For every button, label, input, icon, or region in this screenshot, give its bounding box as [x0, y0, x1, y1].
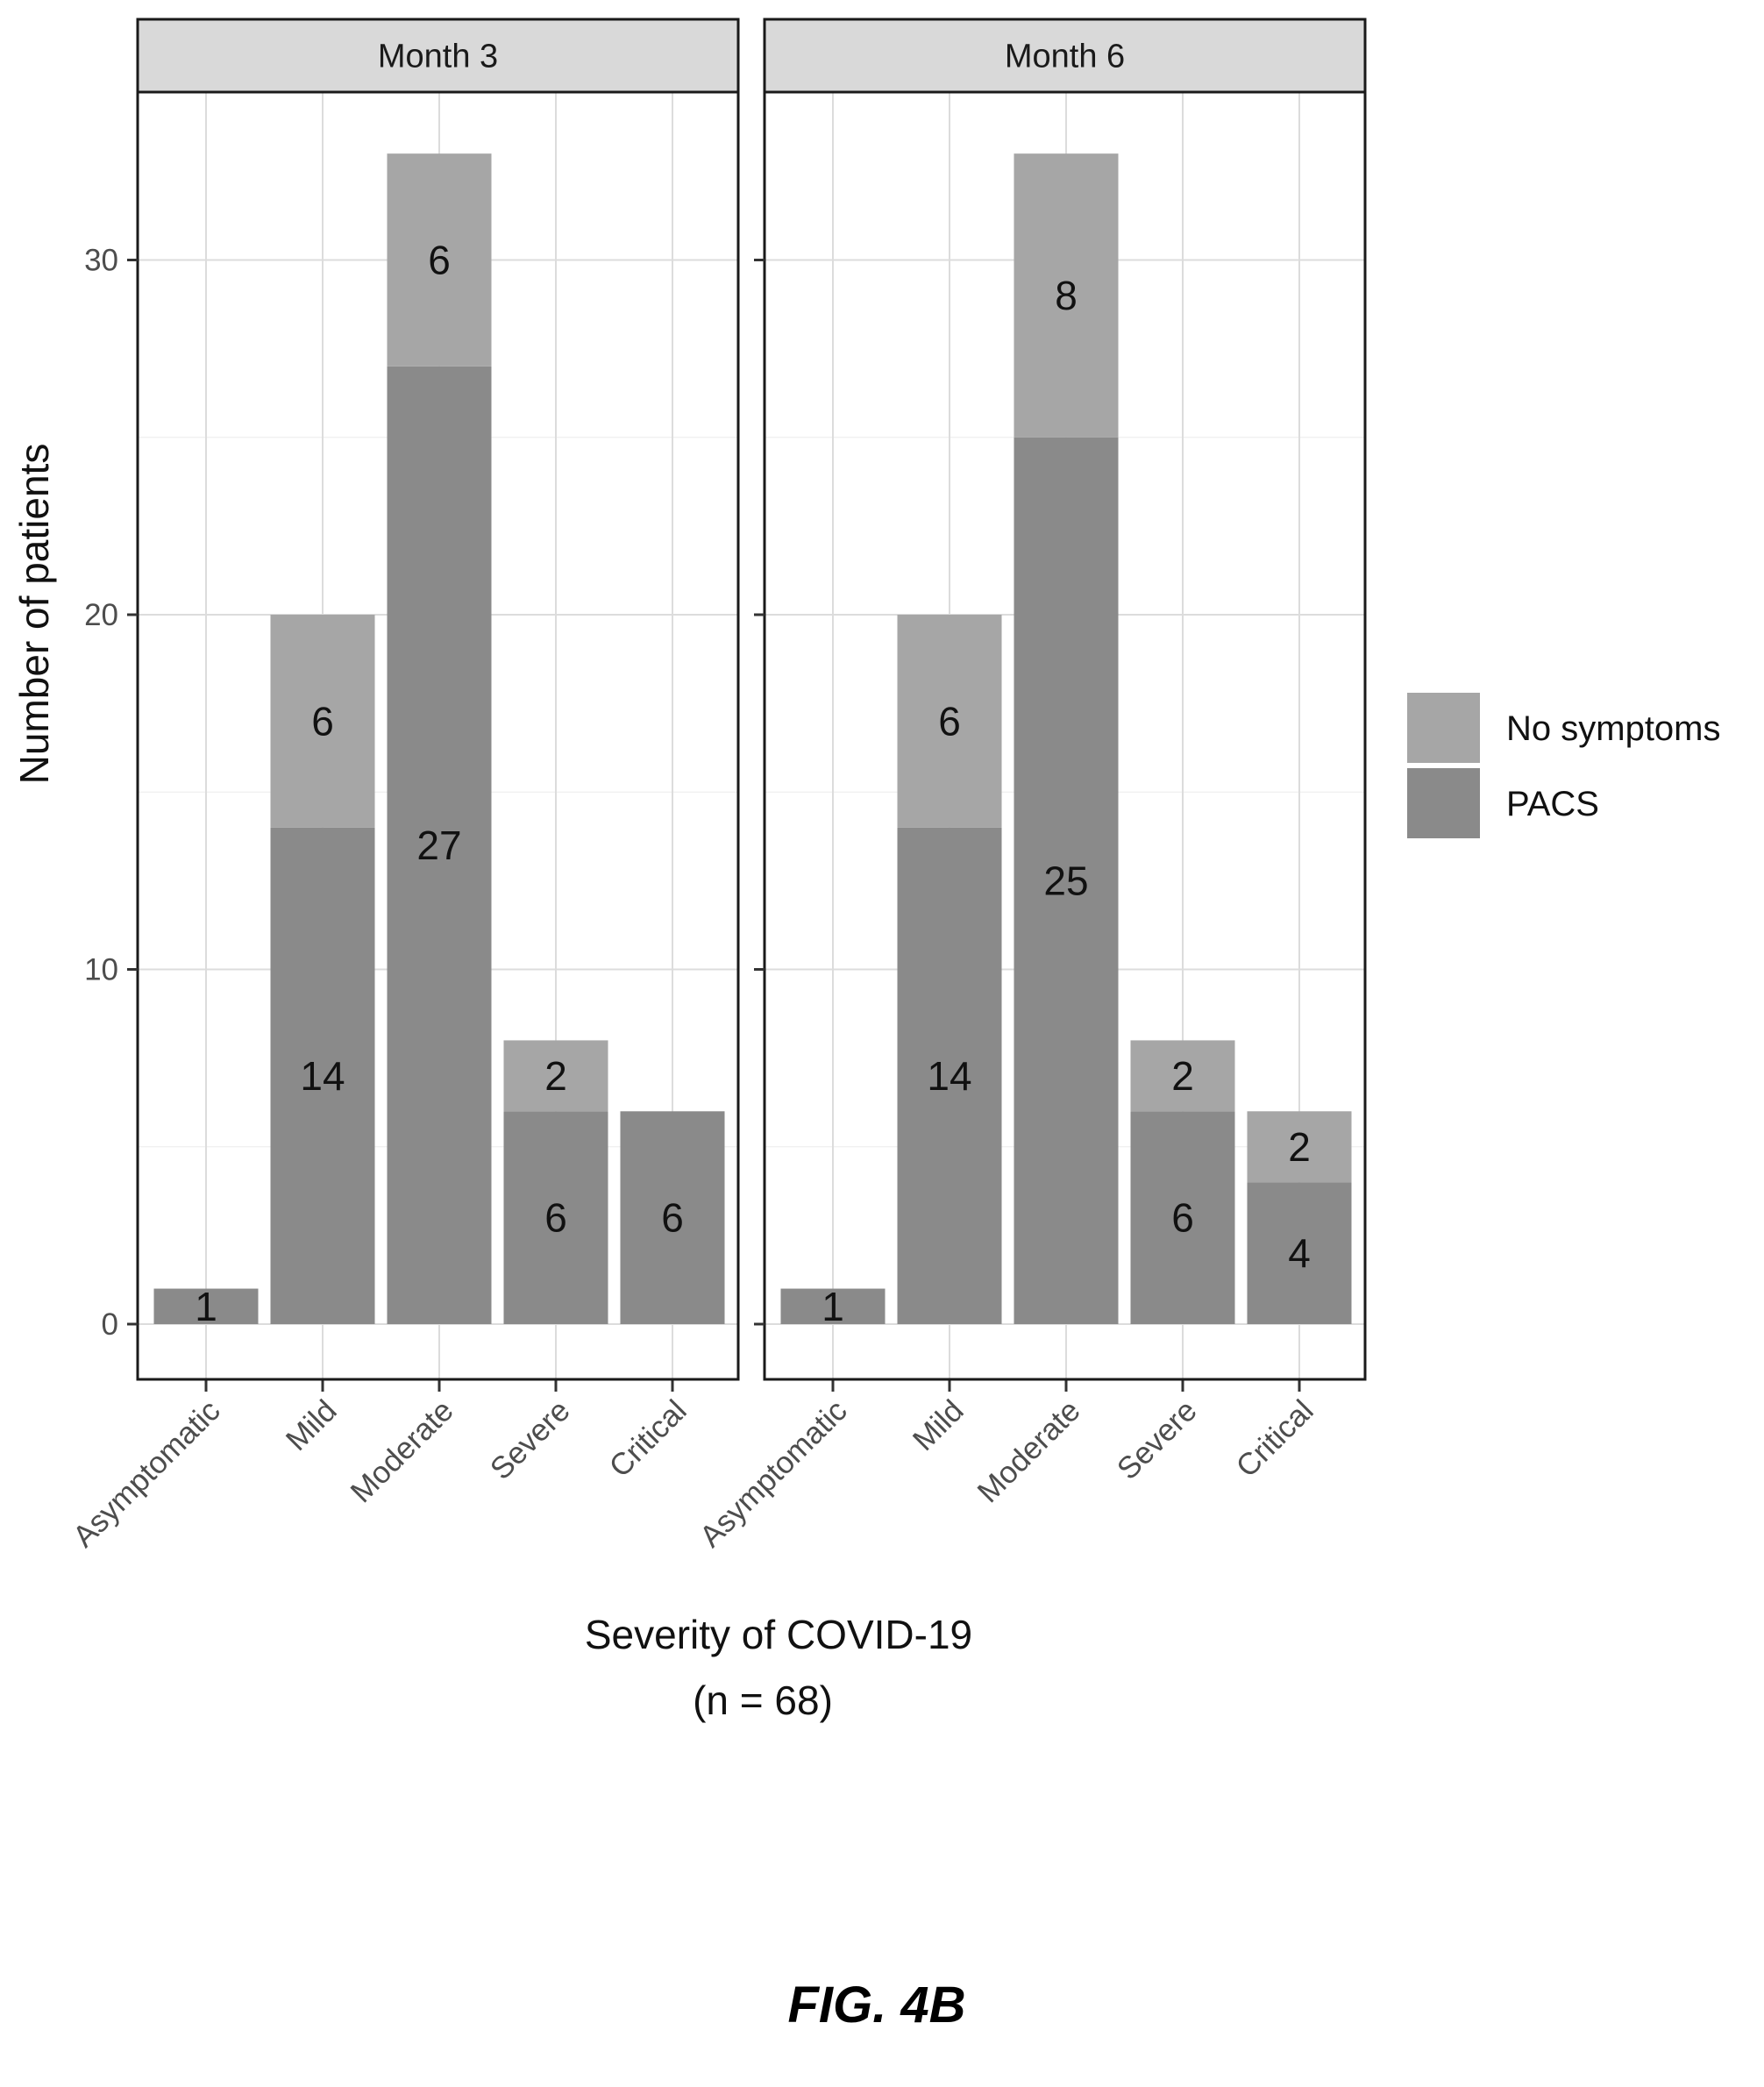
bar-value-label: 6: [544, 1195, 567, 1241]
y-tick-label: 0: [102, 1307, 118, 1342]
y-tick-label: 20: [84, 598, 118, 632]
x-tick-label: Critical: [602, 1393, 693, 1484]
x-tick-label: Severe: [1111, 1393, 1204, 1486]
bar-pacs-critical: [1247, 1182, 1352, 1324]
bar-no-symptoms-severe: [1130, 1040, 1235, 1112]
y-tick-label: 30: [84, 244, 118, 278]
bar-value-label: 8: [1055, 273, 1078, 318]
bar-pacs-moderate: [1014, 437, 1119, 1324]
bar-pacs-asymptomatic: [780, 1288, 886, 1324]
x-tick-label: Mild: [280, 1393, 344, 1457]
bar-value-label: 1: [822, 1284, 844, 1329]
legend: No symptoms PACS: [1407, 693, 1721, 838]
x-tick-label: Critical: [1229, 1393, 1319, 1484]
bar-value-label: 2: [544, 1053, 567, 1099]
x-axis-title: Severity of COVID-19: [585, 1612, 972, 1657]
bar-value-label: 6: [661, 1195, 684, 1241]
x-tick-label: Asymptomatic: [67, 1393, 227, 1554]
bar-pacs-mild: [270, 827, 375, 1324]
bar-pacs-asymptomatic: [153, 1288, 259, 1324]
bar-no-symptoms-mild: [897, 615, 1002, 828]
facet-strip: [136, 18, 740, 94]
facet-strip: [763, 18, 1367, 94]
y-axis-title: Number of patients: [11, 444, 57, 785]
bar-value-label: 25: [1043, 858, 1088, 903]
x-axis-subtitle: (n = 68): [693, 1677, 833, 1723]
bar-value-label: 2: [1288, 1124, 1311, 1170]
bar-value-label: 27: [416, 823, 461, 868]
panels-layer: 1Asymptomatic146Mild276Moderate62Severe6…: [67, 18, 1367, 1554]
bar-value-label: 2: [1171, 1053, 1194, 1099]
bar-value-label: 14: [300, 1053, 345, 1099]
y-tick-label: 10: [84, 953, 118, 987]
bar-no-symptoms-severe: [503, 1040, 608, 1112]
legend-swatch-pacs: [1407, 768, 1480, 838]
legend-label: PACS: [1506, 785, 1599, 823]
x-tick-label: Moderate: [345, 1393, 460, 1509]
panel-month-3: 1 Asymptomatic 14 6 Mild 27 6 Moderate 6 2 Severe 6…: [67, 18, 740, 1554]
facet-strip-label: Month 6: [1005, 39, 1125, 75]
bar-pacs-critical: [620, 1111, 725, 1324]
bar-value-label: 6: [428, 238, 451, 283]
bar-no-symptoms-mild: [270, 615, 375, 828]
bar-pacs-severe: [503, 1111, 608, 1324]
bar-pacs-moderate: [387, 366, 492, 1325]
bar-no-symptoms-moderate: [387, 153, 492, 367]
panel-month-6: 1 Asymptomatic 14 6 Mild 25 8 Moderate 6 2 Severe 4…: [694, 18, 1367, 1554]
bar-no-symptoms-moderate: [1014, 153, 1119, 438]
x-tick-label: Moderate: [971, 1393, 1087, 1509]
bar-value-label: 6: [311, 698, 334, 744]
figure-caption: FIG. 4B: [787, 1977, 965, 2034]
bar-pacs-mild: [897, 827, 1002, 1324]
legend-label: No symptoms: [1506, 709, 1721, 748]
bar-value-label: 6: [1171, 1195, 1194, 1241]
x-tick-label: Mild: [907, 1393, 971, 1457]
bar-value-label: 14: [927, 1053, 971, 1099]
x-tick-label: Severe: [484, 1393, 577, 1486]
x-tick-label: Asymptomatic: [694, 1393, 854, 1554]
bar-pacs-severe: [1130, 1111, 1235, 1324]
bar-no-symptoms-critical: [1247, 1111, 1352, 1183]
legend-swatch-no-symptoms: [1407, 693, 1480, 763]
bar-value-label: 6: [938, 698, 961, 744]
bar-value-label: 4: [1288, 1230, 1311, 1276]
bar-value-label: 1: [195, 1284, 217, 1329]
facet-strip-label: Month 3: [378, 39, 498, 75]
